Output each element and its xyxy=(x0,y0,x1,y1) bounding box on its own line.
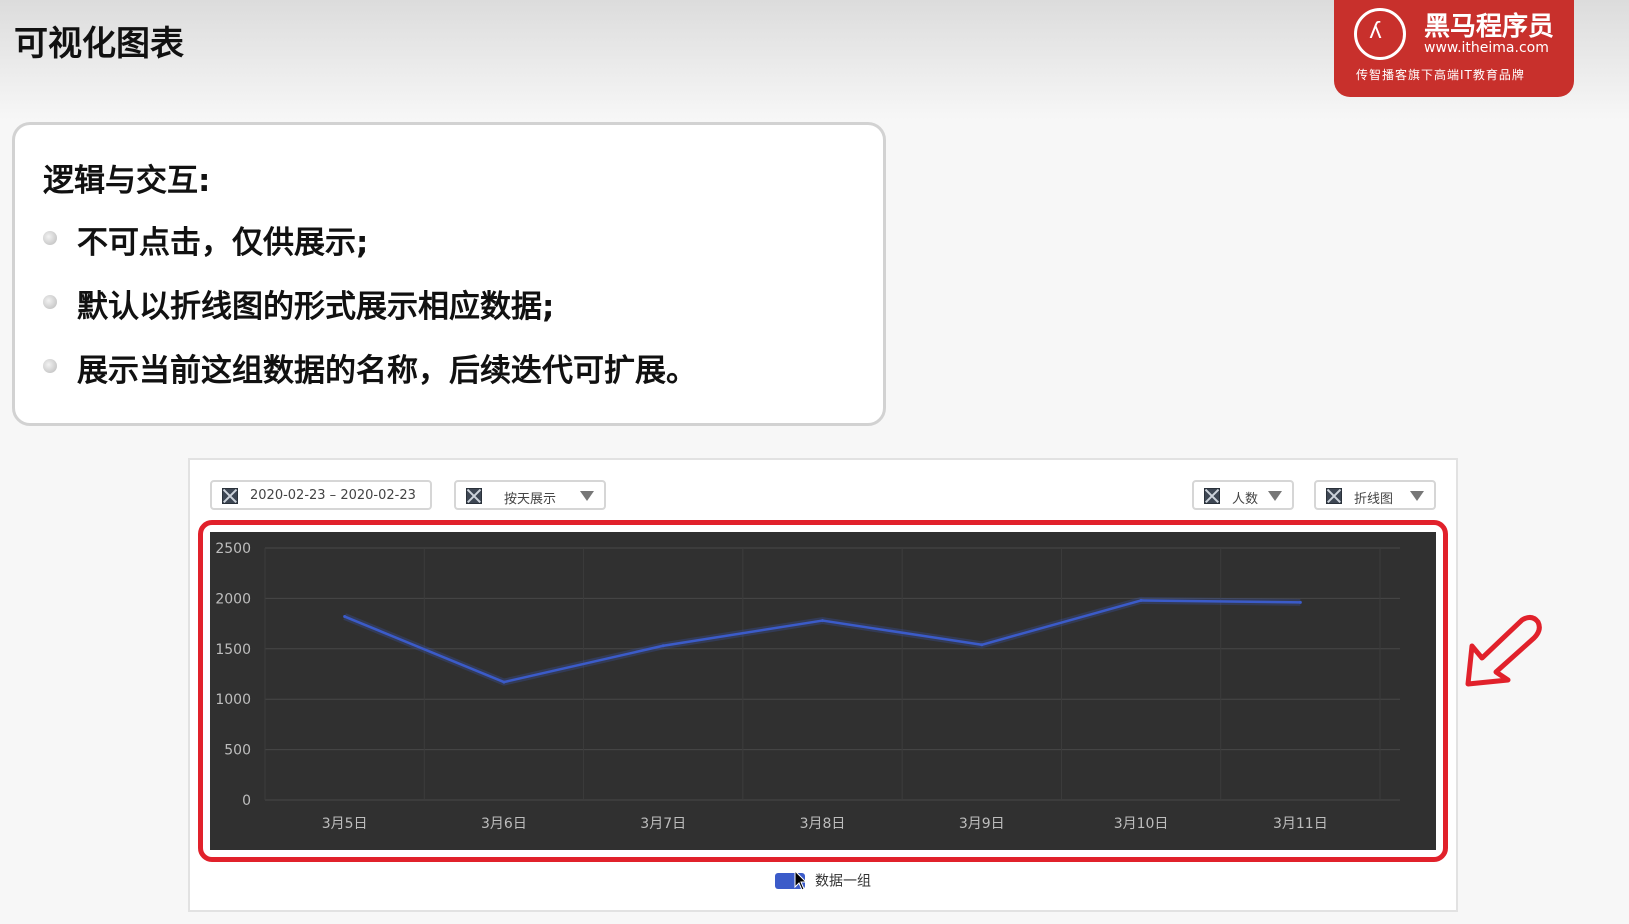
y-tick-label: 2500 xyxy=(215,541,251,557)
broken-image-icon xyxy=(1326,488,1342,504)
y-tick-label: 2000 xyxy=(215,591,251,607)
triangle-down-icon xyxy=(1268,491,1282,501)
chart-panel: 2020-02-23 – 2020-02-23 按天展示 人数 折线图 0 500… xyxy=(188,458,1458,912)
chart-type-select[interactable]: 折线图 xyxy=(1314,480,1436,510)
date-range-picker[interactable]: 2020-02-23 – 2020-02-23 xyxy=(210,480,432,510)
bullet-icon xyxy=(43,231,57,245)
data-point xyxy=(1139,598,1143,602)
data-point xyxy=(661,644,665,648)
x-tick-label: 3月7日 xyxy=(640,816,686,832)
page-title: 可视化图表 xyxy=(14,24,184,64)
x-tick-label: 3月10日 xyxy=(1114,816,1169,832)
notes-heading: 逻辑与交互: xyxy=(43,163,211,199)
granularity-select[interactable]: 按天展示 xyxy=(454,480,606,510)
chart-legend: 数据一组 xyxy=(190,870,1456,890)
logo-slogan: 传智播客旗下高端IT教育品牌 xyxy=(1356,68,1525,82)
logic-notes-box: 逻辑与交互: 不可点击，仅供展示; 默认以折线图的形式展示相应数据; 展示当前这… xyxy=(12,122,886,426)
y-tick-label: 500 xyxy=(224,743,251,759)
highlight-frame xyxy=(198,520,1448,862)
arrow-down-left-icon xyxy=(1465,614,1542,687)
legend-series-name: 数据一组 xyxy=(815,873,871,890)
logo-name: 黑马程序员 xyxy=(1424,12,1555,42)
brand-logo: ʎ 黑马程序员 www.itheima.com 传智播客旗下高端IT教育品牌 xyxy=(1334,0,1574,97)
data-point xyxy=(821,619,824,623)
data-point xyxy=(980,643,984,647)
metric-select[interactable]: 人数 xyxy=(1192,480,1294,510)
data-point xyxy=(1298,600,1302,604)
note-item-text: 不可点击，仅供展示; xyxy=(77,225,369,261)
y-tick-label: 1500 xyxy=(215,642,251,658)
logo-url: www.itheima.com xyxy=(1424,40,1549,56)
bullet-icon xyxy=(43,359,57,373)
x-tick-label: 3月5日 xyxy=(322,816,368,832)
logo-emblem-icon: ʎ xyxy=(1354,8,1406,60)
x-tick-label: 3月9日 xyxy=(959,816,1005,832)
metric-value: 人数 xyxy=(1232,492,1259,507)
triangle-down-icon xyxy=(580,491,594,501)
y-tick-label: 1000 xyxy=(215,692,251,708)
broken-image-icon xyxy=(1204,488,1220,504)
line-chart-plot: 0 500 1000 1500 2000 2500 3月5日 3月6日 3月7日 3月8日 3月9日… xyxy=(210,532,1436,850)
x-tick-label: 3月8日 xyxy=(800,816,846,832)
broken-image-icon xyxy=(222,488,238,504)
line-chart-svg: 0 500 1000 1500 2000 2500 3月5日 3月6日 3月7日 3月8日 3月9日… xyxy=(215,541,1400,832)
mouse-pointer-icon xyxy=(794,870,808,891)
note-item-text: 展示当前这组数据的名称，后续迭代可扩展。 xyxy=(77,353,697,389)
triangle-down-icon xyxy=(1410,491,1424,501)
bullet-icon xyxy=(43,295,57,309)
x-tick-label: 3月6日 xyxy=(481,816,527,832)
broken-image-icon xyxy=(466,488,482,504)
note-item-text: 默认以折线图的形式展示相应数据; xyxy=(77,289,555,325)
date-range-value: 2020-02-23 – 2020-02-23 xyxy=(250,488,416,503)
data-point xyxy=(343,615,347,619)
y-tick-label: 0 xyxy=(242,793,251,809)
x-tick-label: 3月11日 xyxy=(1273,816,1328,832)
granularity-value: 按天展示 xyxy=(504,492,557,507)
chart-type-value: 折线图 xyxy=(1354,492,1394,507)
data-point xyxy=(502,680,506,684)
